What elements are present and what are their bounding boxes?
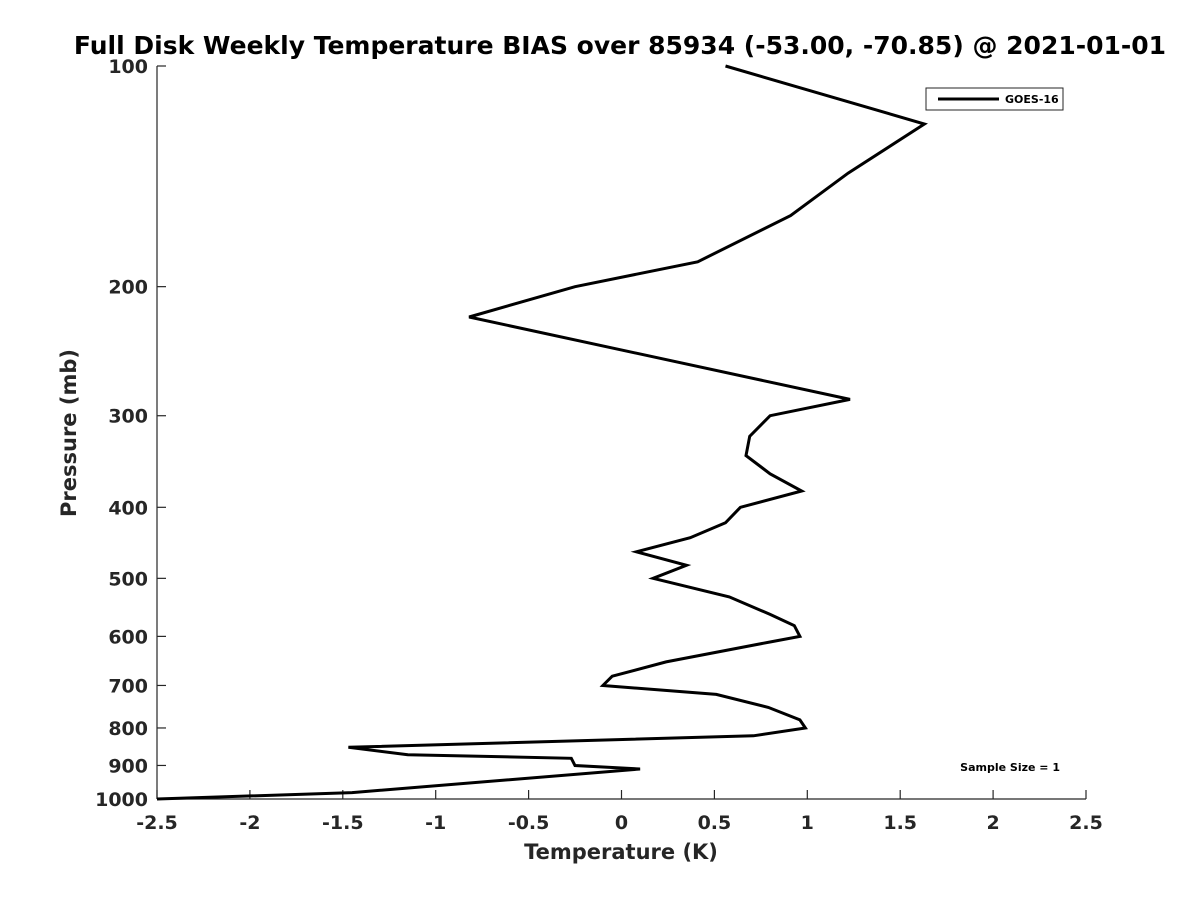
x-tick-label: 1.5 <box>883 812 917 834</box>
y-axis-label: Pressure (mb) <box>57 349 81 517</box>
x-tick-label: 2.5 <box>1069 812 1103 834</box>
y-tick-label: 300 <box>108 406 148 428</box>
y-tick-label: 800 <box>108 718 148 740</box>
y-tick-label: 700 <box>108 675 148 697</box>
chart-title: Full Disk Weekly Temperature BIAS over 8… <box>74 31 1166 60</box>
x-tick-label: 2 <box>986 812 999 834</box>
y-tick-label: 200 <box>108 277 148 299</box>
legend: GOES-16 <box>925 87 1064 111</box>
x-tick-label: 0.5 <box>698 812 732 834</box>
x-axis-label: Temperature (K) <box>524 840 718 864</box>
y-tick-label: 600 <box>108 626 148 648</box>
plot-area <box>156 66 1086 800</box>
x-tick-label: 1 <box>801 812 814 834</box>
x-tick-label: -1.5 <box>322 812 364 834</box>
y-ticks: 100 200 300 400 500 600 700 800 900 1000 <box>95 56 166 811</box>
legend-entry: GOES-16 <box>1005 93 1059 106</box>
x-ticks: -2.5 -2 -1.5 -1 -0.5 0 0.5 1 1.5 2 2.5 <box>136 790 1103 834</box>
x-tick-label: -2.5 <box>136 812 178 834</box>
y-tick-label: 1000 <box>95 789 148 811</box>
sample-size-annotation: Sample Size = 1 <box>960 761 1060 774</box>
x-tick-label: -0.5 <box>508 812 550 834</box>
x-tick-label: -2 <box>239 812 260 834</box>
y-tick-label: 500 <box>108 568 148 590</box>
series-line-goes-16 <box>156 64 928 801</box>
y-tick-label: 400 <box>108 497 148 519</box>
y-tick-label: 100 <box>108 56 148 78</box>
x-tick-label: -1 <box>425 812 446 834</box>
y-tick-label: 900 <box>108 755 148 777</box>
x-tick-label: 0 <box>615 812 628 834</box>
series-layer <box>156 64 928 801</box>
